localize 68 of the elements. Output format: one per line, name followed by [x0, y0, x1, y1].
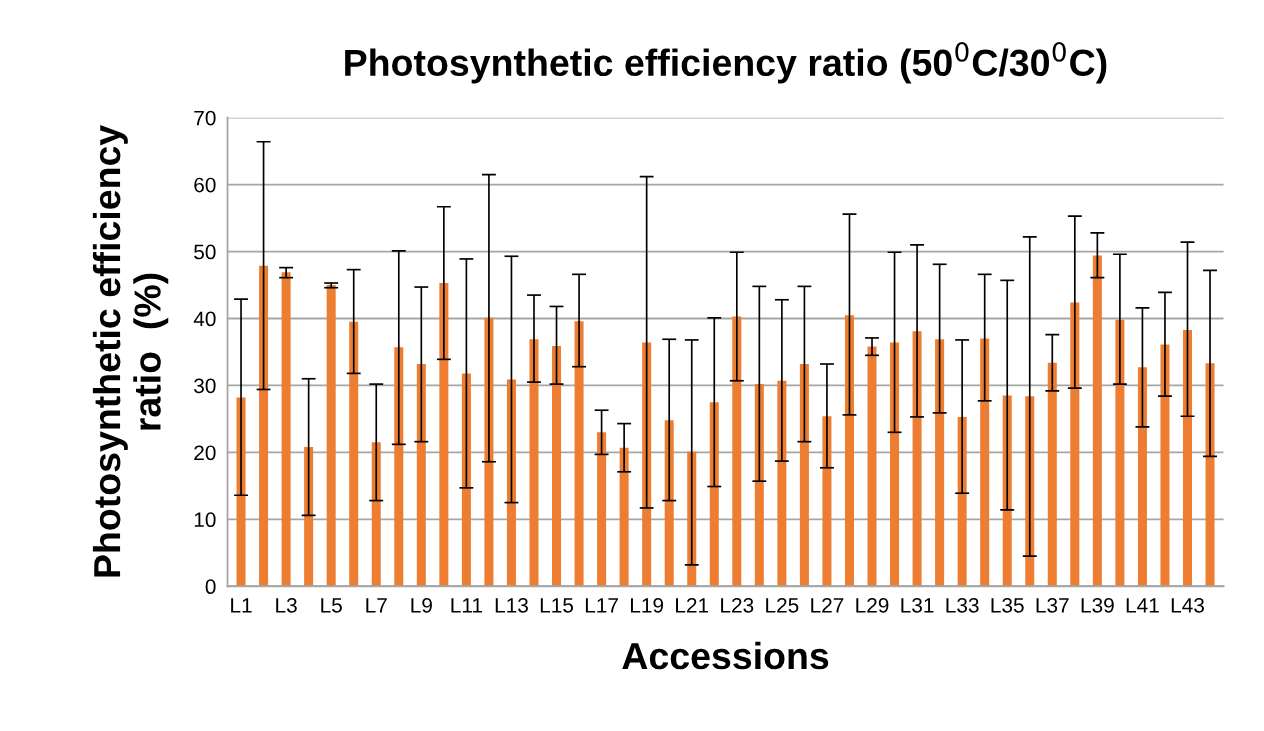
y-tick-label: 10	[194, 512, 216, 528]
y-tick-label: 50	[194, 244, 216, 260]
x-tick-label: L25	[766, 597, 799, 613]
chart-title: Photosynthetic efficiency ratio (50$^{0}$C/30$^{0}$C)	[345, 41, 1107, 84]
y-axis-title: Photosynthetic efficiency ratio (%)	[92, 125, 169, 577]
bar	[461, 373, 471, 587]
bar	[597, 432, 607, 587]
bar	[349, 321, 359, 587]
y-tick-label: 60	[194, 177, 216, 193]
bar	[890, 342, 900, 587]
x-tick-label: L5	[321, 598, 342, 613]
bar	[867, 346, 877, 587]
x-tick-label: L3	[276, 597, 297, 613]
bar	[1070, 302, 1080, 587]
bar	[935, 339, 945, 587]
bar	[1115, 319, 1125, 587]
bar	[416, 364, 426, 587]
bar	[281, 272, 291, 587]
bar	[304, 447, 314, 587]
bar	[259, 265, 269, 587]
x-tick-label: L9	[411, 597, 432, 613]
x-tick-label: L37	[1036, 597, 1069, 613]
x-tick-label: L1	[231, 598, 252, 613]
bar	[1047, 362, 1057, 587]
x-tick-label: L17	[585, 598, 618, 613]
bar	[732, 316, 742, 587]
bar	[1205, 363, 1215, 587]
x-tick-label: L11	[451, 598, 482, 613]
y-tick-label: 30	[194, 378, 216, 394]
x-tick-label: L27	[811, 597, 844, 613]
y-tick-label: 0	[205, 579, 216, 595]
x-tick-label: L21	[676, 597, 709, 613]
bar	[642, 342, 652, 587]
x-tick-label: L33	[946, 597, 979, 613]
bar	[326, 285, 336, 587]
bar	[912, 331, 922, 587]
bar	[1137, 367, 1147, 587]
x-tick-label: L13	[495, 597, 528, 613]
x-tick-label: L39	[1081, 597, 1114, 613]
x-tick-label: L23	[721, 597, 754, 613]
bar	[799, 364, 809, 587]
bar	[371, 442, 381, 587]
bar	[754, 384, 764, 587]
bar	[529, 339, 539, 587]
bar	[394, 347, 404, 587]
x-tick-label: L43	[1171, 597, 1204, 613]
bar	[822, 416, 832, 587]
x-tick-label: L35	[991, 597, 1024, 613]
x-axis-title: Accessions	[622, 641, 829, 670]
bar	[439, 283, 449, 587]
bar	[844, 315, 854, 587]
x-tick-label: L15	[540, 598, 574, 613]
x-tick-label: L19	[631, 597, 664, 613]
bar	[1182, 329, 1192, 587]
x-tick-label: L29	[856, 597, 889, 613]
bar	[552, 345, 562, 587]
x-tick-label: L31	[901, 597, 934, 613]
y-tick-label: 20	[194, 445, 216, 461]
bar	[777, 380, 787, 587]
bar	[1160, 344, 1170, 587]
y-tick-label: 40	[193, 311, 216, 327]
bar	[574, 321, 584, 587]
bar	[1092, 255, 1102, 587]
x-tick-label: L7	[366, 598, 387, 613]
bar	[980, 338, 990, 587]
bar	[619, 447, 629, 587]
y-tick-label: 70	[194, 110, 216, 126]
x-tick-label: L41	[1126, 598, 1159, 613]
